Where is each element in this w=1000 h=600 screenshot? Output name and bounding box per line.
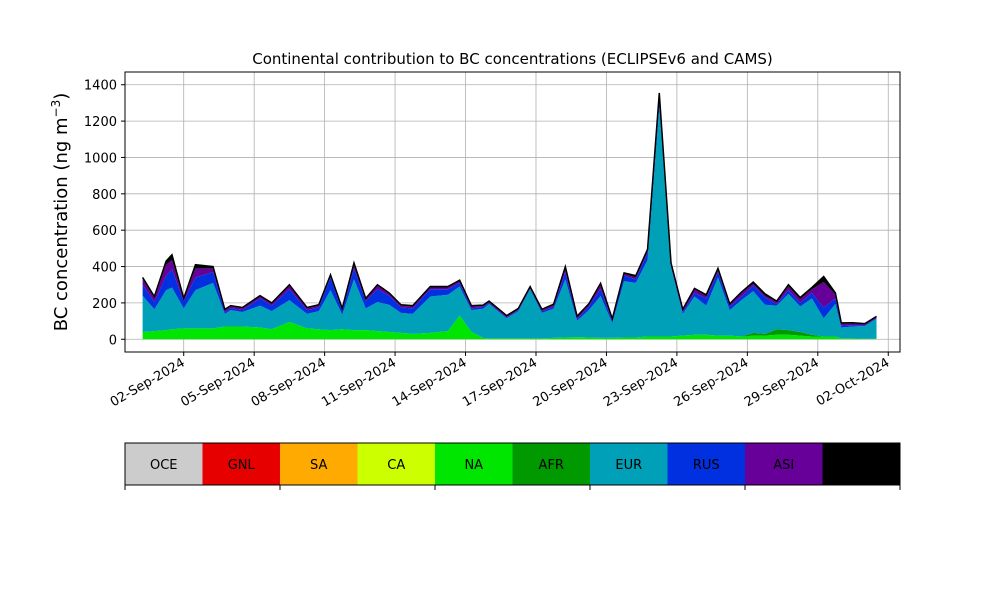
legend-label-eur: EUR (615, 458, 642, 473)
series-area-asi (142, 98, 877, 326)
y-tick-label-4: 800 (92, 188, 117, 203)
x-tick-label-9: 29-Sep-2024 (742, 355, 822, 410)
legend-label-afr: AFR (539, 458, 564, 473)
legend-swatch-asi (745, 443, 823, 485)
legend-label-asi: ASI (773, 458, 794, 473)
series-area-aus (142, 92, 877, 325)
legend-label-sa: SA (310, 458, 327, 473)
legend-label-ca: CA (387, 458, 405, 473)
axes: 0 200 400 600 800 1000 1200 1400 02-Sep-202405-S… (84, 71, 901, 410)
series-area-rus (142, 102, 877, 328)
legend-swatch-sa (280, 443, 358, 485)
legend-swatch-eur (590, 443, 668, 485)
legend-swatch-oce (125, 443, 203, 485)
legend-swatch-aus (822, 443, 900, 485)
y-tick-label-3: 600 (92, 224, 117, 239)
x-tick-label-4: 14-Sep-2024 (390, 355, 470, 410)
y-tick-label-7: 1400 (84, 79, 117, 94)
svg-text:BC concentration (ng m−3): BC concentration (ng m−3) (49, 93, 72, 332)
legend-label-rus: RUS (693, 458, 720, 473)
x-tick-label-6: 20-Sep-2024 (531, 355, 611, 410)
x-tick-label-0: 02-Sep-2024 (108, 355, 188, 410)
legend-swatch-afr (512, 443, 590, 485)
x-tick-label-1: 05-Sep-2024 (178, 355, 258, 410)
series-area-eur (142, 107, 877, 339)
y-tick-label-6: 1200 (84, 115, 117, 130)
y-tick-label-5: 1000 (84, 151, 117, 166)
series-area-na (142, 315, 877, 340)
y-axis-label: BC concentration (ng m−3) (49, 93, 72, 332)
y-axis-label-superscript: −3 (49, 100, 63, 118)
legend-label-gnl: GNL (228, 458, 256, 473)
legend-swatch-gnl (202, 443, 280, 485)
legend-label-aus: AUS (848, 458, 875, 473)
plot-frame (124, 71, 901, 353)
y-tick-label-2: 400 (92, 261, 117, 276)
legend: OCE GNL SA CA NA AFR EUR RUS ASI AUS (124, 442, 901, 490)
legend-label-na: NA (464, 458, 483, 473)
chart-title: Continental contribution to BC concentra… (252, 50, 773, 68)
x-tick-label-2: 08-Sep-2024 (249, 355, 329, 410)
x-tick-label-7: 23-Sep-2024 (601, 355, 681, 410)
x-tick-label-3: 11-Sep-2024 (319, 355, 399, 410)
legend-label-oce: OCE (150, 458, 178, 473)
x-tick-label-10: 02-Oct-2024 (814, 355, 892, 409)
x-tick-label-5: 17-Sep-2024 (460, 355, 540, 410)
total-outline (141, 92, 877, 325)
legend-swatch-ca (357, 443, 435, 485)
series-areas (141, 92, 877, 340)
legend-swatch-rus (667, 443, 745, 485)
legend-swatch-na (435, 443, 513, 485)
y-axis-label-close: ) (51, 93, 72, 100)
y-tick-label-1: 200 (92, 297, 117, 312)
y-tick-label-0: 0 (109, 333, 117, 348)
legend-frame (124, 442, 901, 486)
y-axis-label-text: BC concentration (ng m (51, 117, 72, 331)
x-tick-label-8: 26-Sep-2024 (672, 355, 752, 410)
